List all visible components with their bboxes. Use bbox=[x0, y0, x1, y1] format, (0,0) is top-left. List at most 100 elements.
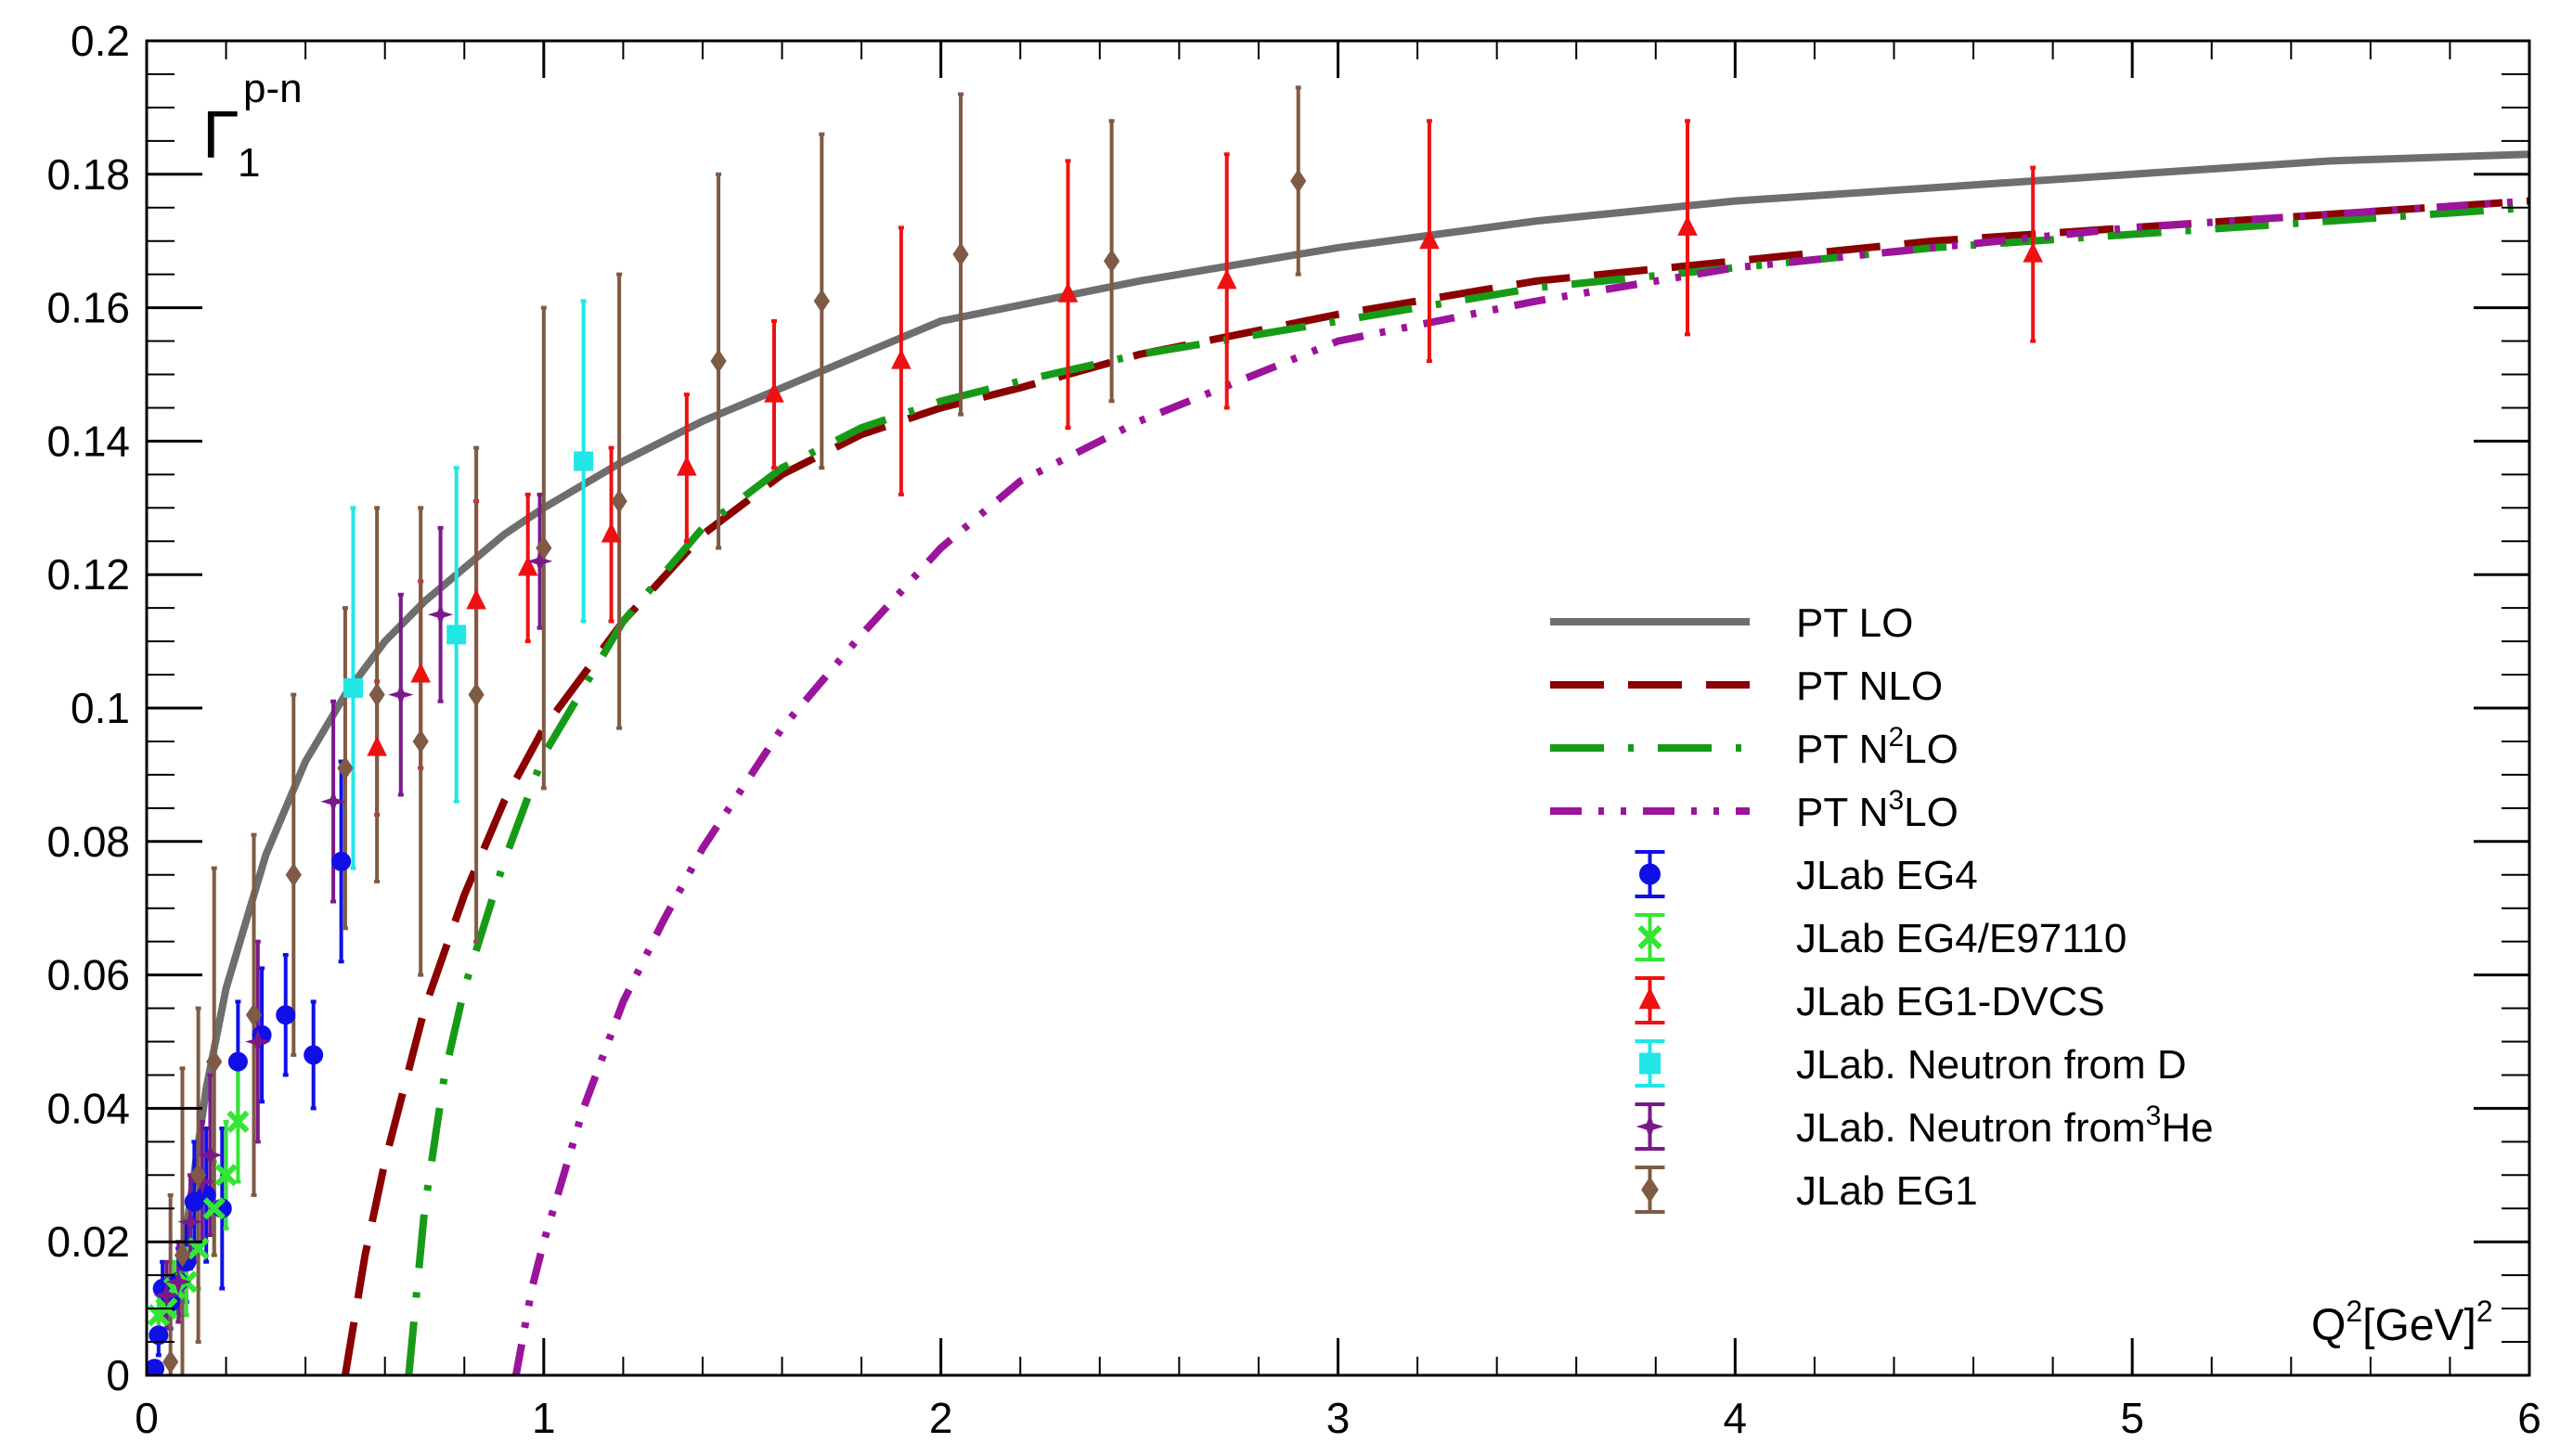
data-point bbox=[165, 1269, 191, 1295]
data-point bbox=[320, 788, 346, 815]
data-point bbox=[1419, 228, 1440, 250]
data-point bbox=[1104, 249, 1120, 274]
legend-label: JLab EG1 bbox=[1796, 1168, 1978, 1214]
curve-0 bbox=[175, 150, 2529, 1303]
data-point bbox=[153, 1282, 180, 1308]
data-point bbox=[197, 1142, 224, 1168]
y-tick-label: 0.08 bbox=[46, 818, 130, 866]
legend-marker bbox=[1639, 863, 1661, 885]
data-point bbox=[427, 601, 454, 628]
data-point bbox=[1057, 282, 1079, 303]
data-point bbox=[190, 1163, 207, 1188]
data-point bbox=[202, 1197, 226, 1220]
data-point bbox=[446, 625, 467, 645]
theory-curves bbox=[175, 150, 2529, 1375]
legend-label: JLab. Neutron from3He bbox=[1796, 1101, 2214, 1151]
xlabel-sup2: 2 bbox=[2476, 1295, 2493, 1328]
x-tick-label: 2 bbox=[929, 1394, 953, 1442]
data-point bbox=[304, 1045, 324, 1065]
data-point bbox=[285, 862, 302, 887]
data-point bbox=[952, 242, 969, 266]
data-point bbox=[468, 682, 485, 707]
data-point bbox=[574, 451, 594, 471]
legend-label: PT N3LO bbox=[1796, 785, 1959, 835]
y-tick-label: 0.18 bbox=[46, 150, 130, 199]
data-point bbox=[367, 736, 387, 756]
legend-label: PT LO bbox=[1796, 600, 1913, 646]
data-point bbox=[710, 349, 727, 374]
data-point bbox=[517, 555, 538, 576]
y-tick-label: 0.16 bbox=[46, 284, 130, 332]
y-tick-label: 0.1 bbox=[71, 684, 130, 732]
legend-label: JLab. Neutron from D bbox=[1796, 1042, 2187, 1088]
legend-marker bbox=[1639, 1052, 1661, 1075]
data-point bbox=[177, 1208, 203, 1235]
chart-title: Γ 1 p-n bbox=[202, 66, 303, 186]
data-point bbox=[813, 289, 830, 314]
x-tick-label: 0 bbox=[135, 1394, 159, 1442]
data-point bbox=[891, 349, 912, 369]
title-superscript: p-n bbox=[243, 66, 303, 111]
y-tick-label: 0.14 bbox=[46, 417, 130, 465]
y-axis-ticks: 0 0.02 0.04 0.06 0.08 0.1 0.12 0.14 0.16 0.18 0.2 bbox=[46, 17, 2529, 1399]
data-point bbox=[764, 381, 784, 403]
curve-3 bbox=[511, 197, 2529, 1375]
data-point bbox=[1216, 268, 1237, 290]
legend-label: JLab EG4 bbox=[1796, 853, 1978, 898]
data-point bbox=[466, 588, 486, 610]
data-point bbox=[245, 1002, 263, 1027]
y-tick-label: 0.04 bbox=[46, 1084, 130, 1132]
legend-marker bbox=[1641, 1176, 1659, 1204]
xlabel-sup1: 2 bbox=[2346, 1295, 2362, 1328]
y-tick-label: 0.02 bbox=[46, 1218, 130, 1266]
x-axis-label: Q2[GeV]2 bbox=[2311, 1295, 2493, 1350]
data-point bbox=[611, 489, 627, 514]
x-axis-ticks: 0 1 2 3 4 5 6 bbox=[135, 41, 2541, 1442]
data-point bbox=[226, 1110, 250, 1133]
data-point bbox=[162, 1349, 179, 1374]
y-tick-label: 0 bbox=[106, 1351, 130, 1399]
title-symbol: Γ bbox=[202, 98, 239, 173]
data-point bbox=[245, 1028, 271, 1055]
curve-1 bbox=[341, 197, 2529, 1375]
x-tick-label: 3 bbox=[1326, 1394, 1351, 1442]
legend-label: JLab EG1-DVCS bbox=[1796, 979, 2105, 1024]
data-point bbox=[1677, 215, 1698, 236]
data-point bbox=[331, 851, 352, 871]
data-point bbox=[2023, 241, 2044, 263]
data-point bbox=[174, 1243, 191, 1268]
data-point bbox=[206, 1050, 223, 1074]
y-tick-label: 0.2 bbox=[71, 17, 130, 65]
y-tick-label: 0.12 bbox=[46, 550, 130, 599]
data-point bbox=[368, 682, 385, 707]
data-point bbox=[410, 662, 432, 683]
x-tick-label: 4 bbox=[1724, 1394, 1748, 1442]
xlabel-base: Q bbox=[2311, 1301, 2346, 1350]
legend-label: PT N2LO bbox=[1796, 722, 1959, 772]
data-point bbox=[214, 1164, 238, 1187]
data-point bbox=[149, 1325, 169, 1346]
data-point bbox=[388, 681, 414, 708]
data-point bbox=[412, 729, 429, 754]
x-tick-label: 6 bbox=[2517, 1394, 2541, 1442]
data-point bbox=[147, 1359, 165, 1375]
data-point bbox=[227, 1051, 248, 1072]
xlabel-mid: [GeV] bbox=[2362, 1301, 2476, 1350]
legend-marker bbox=[1638, 986, 1661, 1010]
legend-label: JLab EG4/E97110 bbox=[1796, 916, 2127, 961]
y-tick-label: 0.06 bbox=[46, 951, 130, 999]
data-point bbox=[337, 755, 354, 780]
x-tick-label: 5 bbox=[2120, 1394, 2144, 1442]
data-point bbox=[601, 522, 622, 543]
title-subscript: 1 bbox=[238, 140, 260, 186]
data-point bbox=[1290, 169, 1307, 193]
legend-marker bbox=[1637, 924, 1662, 950]
data-markers bbox=[147, 169, 2044, 1375]
legend-label: PT NLO bbox=[1796, 664, 1943, 709]
data-point bbox=[276, 1005, 296, 1025]
data-point bbox=[536, 535, 552, 560]
data-point bbox=[526, 548, 553, 574]
legend-marker bbox=[1636, 1113, 1664, 1140]
